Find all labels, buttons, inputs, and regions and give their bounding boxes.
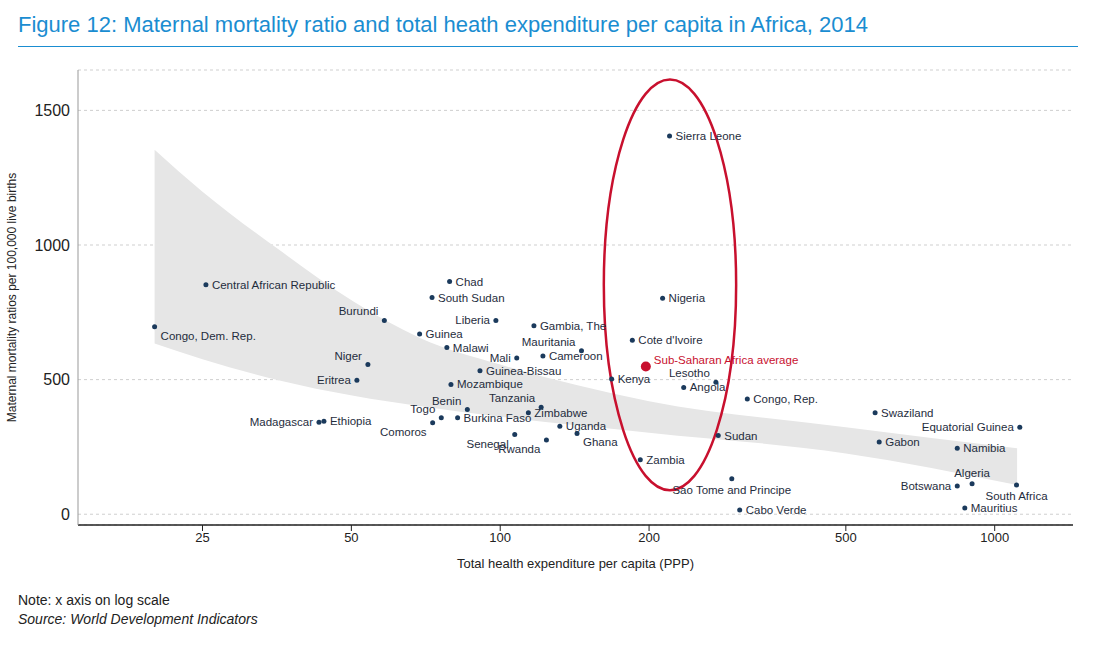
svg-text:Mali: Mali <box>490 352 511 364</box>
html-text:Note: x axis on log scale: Note: x axis on log scale <box>18 592 170 608</box>
svg-text:Sudan: Sudan <box>724 430 757 442</box>
svg-text:Rwanda: Rwanda <box>498 443 541 455</box>
svg-text:Equatorial Guinea: Equatorial Guinea <box>922 421 1015 433</box>
svg-text:South Africa: South Africa <box>986 490 1049 502</box>
svg-text:South Sudan: South Sudan <box>438 292 505 304</box>
svg-text:1000: 1000 <box>980 530 1009 545</box>
svg-text:Sierra Leone: Sierra Leone <box>676 130 742 142</box>
svg-text:Gambia, The: Gambia, The <box>540 320 606 332</box>
svg-text:Senegal: Senegal <box>466 437 509 450</box>
svg-text:500: 500 <box>835 530 857 545</box>
svg-text:Ethiopia: Ethiopia <box>330 415 372 427</box>
svg-text:1500: 1500 <box>34 102 70 119</box>
svg-text:Total health expenditure per c: Total health expenditure per capita (PPP… <box>457 556 694 571</box>
svg-text:Cabo Verde: Cabo Verde <box>746 504 807 516</box>
svg-text:Burkina Faso: Burkina Faso <box>464 412 532 424</box>
svg-text:100: 100 <box>489 530 511 545</box>
svg-text:Namibia: Namibia <box>963 442 1006 454</box>
svg-text:Mauritania: Mauritania <box>522 336 576 348</box>
svg-text:Nigeria: Nigeria <box>669 292 706 304</box>
svg-text:Zimbabwe: Zimbabwe <box>534 407 587 419</box>
svg-text:500: 500 <box>43 371 70 388</box>
svg-text:Cote d'Ivoire: Cote d'Ivoire <box>638 334 702 346</box>
svg-text:Liberia: Liberia <box>455 314 490 326</box>
svg-text:Botswana: Botswana <box>901 480 952 492</box>
svg-text:Algeria: Algeria <box>954 467 990 479</box>
svg-text:Gabon: Gabon <box>885 436 920 448</box>
svg-text:Zambia: Zambia <box>646 454 685 466</box>
svg-text:Congo, Dem. Rep.: Congo, Dem. Rep. <box>161 330 256 342</box>
svg-text:Maternal mortality ratios per: Maternal mortality ratios per 100,000 li… <box>5 173 19 422</box>
svg-text:Mozambique: Mozambique <box>457 378 523 390</box>
svg-text:Congo, Rep.: Congo, Rep. <box>753 393 818 405</box>
svg-text:Sao Tome and Principe: Sao Tome and Principe <box>672 484 791 496</box>
svg-text:Comoros: Comoros <box>380 426 427 438</box>
svg-text:Niger: Niger <box>334 350 362 362</box>
svg-text:Cameroon: Cameroon <box>549 350 603 362</box>
svg-text:Guinea-Bissau: Guinea-Bissau <box>486 365 561 377</box>
svg-text:Guinea: Guinea <box>426 328 464 340</box>
svg-text:25: 25 <box>195 530 209 545</box>
svg-text:Tanzania: Tanzania <box>489 392 536 404</box>
svg-text:Chad: Chad <box>456 276 484 288</box>
svg-text:Ghana: Ghana <box>583 436 618 448</box>
svg-text:0: 0 <box>61 506 70 523</box>
svg-text:Togo: Togo <box>410 403 435 415</box>
svg-text:Uganda: Uganda <box>566 420 607 432</box>
svg-text:Malawi: Malawi <box>453 342 489 354</box>
svg-text:Madagascar: Madagascar <box>250 416 313 428</box>
svg-text:Central African Republic: Central African Republic <box>212 279 336 291</box>
svg-text:Burundi: Burundi <box>339 305 379 317</box>
svg-text:Benin: Benin <box>432 395 461 407</box>
svg-text:Swaziland: Swaziland <box>881 407 933 419</box>
html-text:Source: World Development Indi: Source: World Development Indicators <box>18 611 258 627</box>
svg-text:Sub-Saharan Africa average: Sub-Saharan Africa average <box>654 354 798 366</box>
html-text:Figure 12: Maternal mortality: Figure 12: Maternal mortality ratio and … <box>18 12 868 37</box>
svg-text:Kenya: Kenya <box>618 373 651 385</box>
svg-text:50: 50 <box>344 530 358 545</box>
svg-text:Angola: Angola <box>690 381 726 393</box>
svg-text:1000: 1000 <box>34 237 70 254</box>
svg-text:Mauritius: Mauritius <box>971 502 1018 514</box>
svg-text:200: 200 <box>638 530 660 545</box>
svg-text:Lesotho: Lesotho <box>669 367 710 379</box>
svg-text:Eritrea: Eritrea <box>317 374 351 386</box>
